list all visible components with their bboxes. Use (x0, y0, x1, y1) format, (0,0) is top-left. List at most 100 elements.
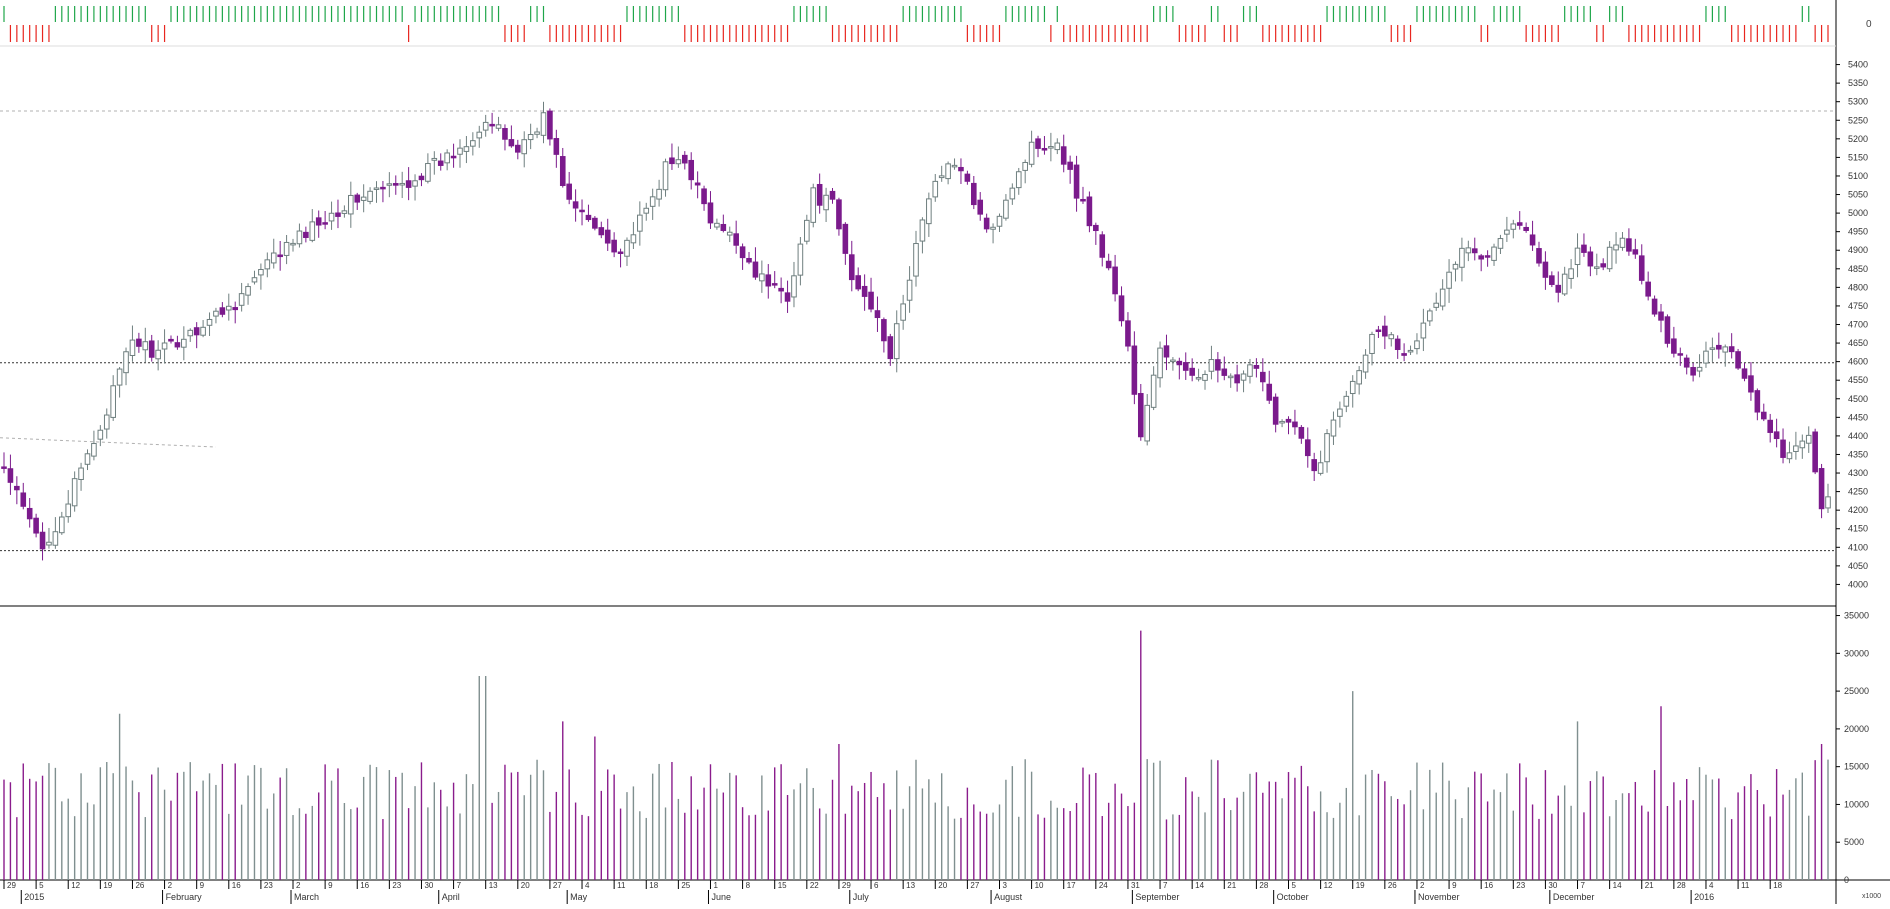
candle-down (579, 209, 585, 213)
candle-down (733, 233, 739, 246)
candle-up (1459, 247, 1465, 268)
price-tick-label: 4450 (1848, 412, 1868, 422)
candle-up (103, 414, 110, 430)
week-tick-label: 11 (617, 881, 626, 890)
price-tick-label: 5350 (1848, 78, 1868, 88)
candle-up (540, 112, 547, 136)
price-tick-label: 4800 (1848, 282, 1868, 292)
week-tick-label: 30 (424, 881, 433, 890)
candle-down (39, 531, 46, 550)
candle-up (1568, 268, 1574, 279)
candle-down (1311, 459, 1317, 472)
candle-up (1593, 266, 1600, 269)
month-label: March (294, 892, 319, 902)
candle-up (91, 443, 97, 457)
week-tick-label: 19 (1356, 881, 1365, 890)
month-label: October (1277, 892, 1309, 902)
candle-up (213, 310, 219, 317)
candle-up (46, 541, 52, 546)
week-tick-label: 10 (1035, 881, 1044, 890)
candle-up (1356, 370, 1362, 385)
candle-up (123, 351, 129, 374)
candle-down (559, 156, 566, 186)
volume-tick-label: 30000 (1844, 648, 1869, 658)
candle-up (1157, 347, 1163, 379)
candle-up (1015, 171, 1022, 189)
candle-up (470, 140, 476, 147)
candle-up (78, 467, 84, 480)
candle-up (1324, 433, 1330, 463)
candle-down (148, 340, 155, 358)
candle-down (1600, 263, 1607, 268)
time-axis: 29 5 12 19 26 2 9 16 23 2 9 16 23 30 7 13 20 27 4 11 18 25 1 8 1… (3, 880, 1783, 904)
candle-up (926, 198, 932, 225)
volume-tick-label: 25000 (1844, 686, 1869, 696)
candle-down (1664, 316, 1671, 344)
candle-down (861, 285, 868, 297)
candle-down (1285, 418, 1292, 423)
price-tick-label: 4650 (1848, 338, 1868, 348)
month-label: 2016 (1694, 892, 1714, 902)
candlestick-series (1, 101, 1831, 561)
week-tick-label: 22 (810, 881, 819, 890)
candle-down (829, 190, 836, 200)
candle-down (1516, 222, 1523, 226)
candle-up (328, 212, 335, 222)
candle-down (604, 229, 611, 244)
candle-up (656, 188, 662, 200)
candle-down (1683, 357, 1690, 368)
price-tick-label: 4000 (1848, 579, 1868, 589)
week-tick-label: 23 (264, 881, 273, 890)
month-label: May (570, 892, 588, 902)
price-tick-label: 4400 (1848, 431, 1868, 441)
volume-tick-label: 35000 (1844, 611, 1869, 621)
candle-down (1671, 338, 1677, 354)
candle-up (1369, 333, 1375, 354)
candle-down (174, 342, 181, 348)
candle-up (1561, 273, 1568, 295)
candle-down (1, 466, 7, 469)
volume-tick-label: 0 (1844, 875, 1849, 885)
candle-up (1150, 374, 1157, 408)
candle-down (1093, 224, 1099, 232)
month-label: July (853, 892, 870, 902)
candle-down (784, 292, 791, 302)
candle-down (1182, 362, 1189, 371)
candle-down (836, 199, 842, 230)
candle-down (1292, 421, 1298, 428)
volume-axis: 35000 30000 25000 20000 15000 10000 5000 0 (1836, 611, 1869, 885)
candle-up (264, 259, 271, 270)
candle-down (277, 254, 283, 258)
candle-down (771, 283, 778, 286)
week-tick-label: 24 (1099, 881, 1108, 890)
candle-up (116, 368, 123, 386)
candle-down (1587, 251, 1594, 267)
candle-down (977, 199, 984, 215)
price-tick-label: 4550 (1848, 375, 1868, 385)
candle-down (1298, 426, 1305, 439)
price-tick-label: 5250 (1848, 115, 1868, 125)
candle-down (701, 188, 707, 205)
candle-up (476, 131, 483, 139)
candle-down (958, 166, 964, 172)
candle-down (26, 507, 33, 520)
candle-down (592, 217, 598, 229)
candle-down (746, 257, 752, 263)
candle-down (335, 212, 341, 217)
candle-down (874, 310, 881, 319)
week-tick-label: 8 (746, 881, 751, 890)
candle-up (624, 239, 630, 257)
week-tick-label: 26 (135, 881, 144, 890)
indicator-panel (3, 6, 1829, 42)
candle-down (1176, 360, 1183, 366)
candle-down (1549, 275, 1555, 285)
candle-up (823, 194, 829, 211)
candle-up (1574, 247, 1581, 266)
candle-up (258, 269, 264, 276)
candle-up (142, 341, 149, 351)
week-tick-label: 28 (1677, 881, 1686, 890)
candle-down (752, 261, 759, 278)
candle-down (1632, 249, 1639, 255)
week-tick-label: 4 (1709, 881, 1714, 890)
